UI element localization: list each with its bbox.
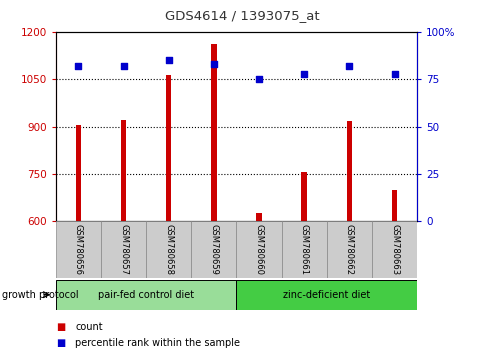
Point xyxy=(165,57,172,63)
Bar xyxy=(56,280,236,310)
Text: GSM780661: GSM780661 xyxy=(299,224,308,275)
Bar xyxy=(371,221,416,278)
Bar xyxy=(281,221,326,278)
Point xyxy=(255,76,262,82)
Text: GSM780662: GSM780662 xyxy=(344,224,353,275)
Text: zinc-deficient diet: zinc-deficient diet xyxy=(283,290,370,300)
Text: GSM780658: GSM780658 xyxy=(164,224,173,275)
Text: GSM780660: GSM780660 xyxy=(254,224,263,275)
Bar xyxy=(301,172,306,221)
Text: pair-fed control diet: pair-fed control diet xyxy=(98,290,194,300)
Point xyxy=(300,71,307,76)
Bar xyxy=(76,125,81,221)
Point xyxy=(75,63,82,69)
Bar xyxy=(166,75,171,221)
Bar xyxy=(326,221,371,278)
Bar xyxy=(346,121,351,221)
Bar xyxy=(121,120,126,221)
Bar xyxy=(256,213,261,221)
Text: GSM780656: GSM780656 xyxy=(74,224,83,275)
Text: ■: ■ xyxy=(56,338,65,348)
Text: growth protocol: growth protocol xyxy=(2,290,79,300)
Text: GSM780659: GSM780659 xyxy=(209,224,218,275)
Bar xyxy=(146,221,191,278)
Bar xyxy=(236,221,281,278)
Text: GDS4614 / 1393075_at: GDS4614 / 1393075_at xyxy=(165,9,319,22)
Bar xyxy=(101,221,146,278)
Bar xyxy=(236,280,416,310)
Text: GSM780657: GSM780657 xyxy=(119,224,128,275)
Text: count: count xyxy=(75,322,103,332)
Text: GSM780663: GSM780663 xyxy=(389,224,398,275)
Bar xyxy=(391,190,396,221)
Point xyxy=(390,71,397,76)
Text: ■: ■ xyxy=(56,322,65,332)
Point xyxy=(210,61,217,67)
Bar xyxy=(191,221,236,278)
Bar xyxy=(211,45,216,221)
Text: percentile rank within the sample: percentile rank within the sample xyxy=(75,338,240,348)
Point xyxy=(345,63,352,69)
Point xyxy=(120,63,127,69)
Bar xyxy=(56,221,101,278)
